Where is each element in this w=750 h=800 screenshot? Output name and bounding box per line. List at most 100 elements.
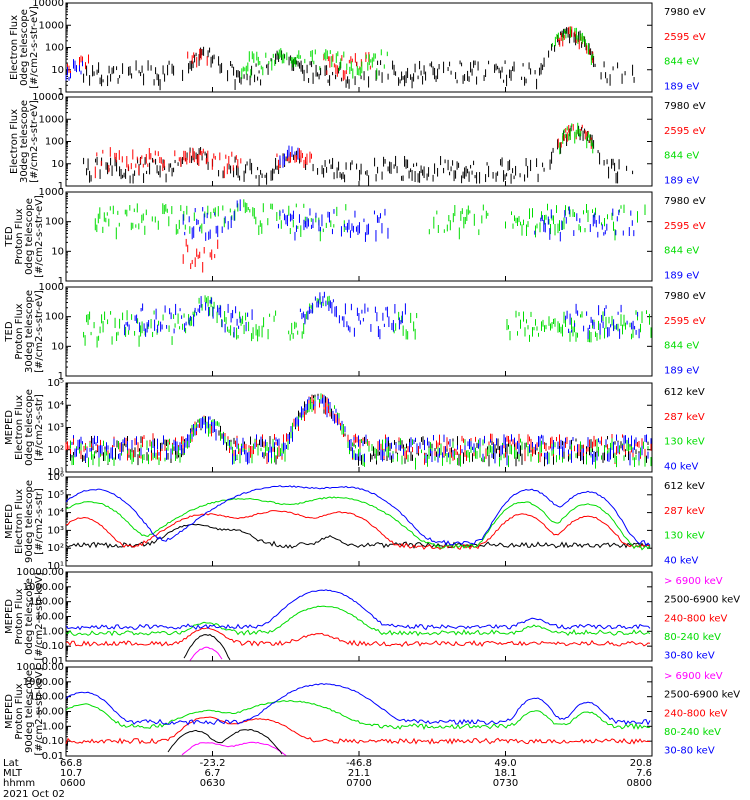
panel-frame [65, 476, 653, 567]
legend-entry: 2500-6900 keV [664, 595, 740, 606]
series-3 [65, 485, 651, 547]
x-tick-mlt: 7.6 [636, 768, 652, 779]
y-axis-title-line: 0deg telescope [19, 9, 30, 86]
legend-entry: 7980 eV [664, 7, 706, 18]
y-tick-label: 100 [45, 137, 64, 148]
y-tick-label: 1000 [39, 114, 64, 125]
panel-4: 1 10 100 1000 TED Proton Flux 30deg telescope[… [4, 282, 706, 382]
y-axis-title-line: 90deg telescope [24, 480, 35, 563]
series-2 [559, 122, 594, 155]
x-row-label-lat: Lat [3, 758, 19, 769]
series-1 [167, 728, 283, 755]
y-axis-title-line: MEPED [4, 410, 15, 445]
y-axis-title-line: Electron Flux [14, 395, 25, 460]
series-3 [65, 59, 83, 81]
y-axis-title-line: Proton Flux [14, 208, 25, 264]
legend-entry: 612 keV [664, 387, 705, 398]
x-date-label: 2021 Oct 02 [3, 789, 65, 800]
x-row-label-time: hhmm [3, 778, 35, 789]
y-tick-label: 10.00 [35, 612, 64, 623]
x-tick-mlt: 10.7 [60, 768, 82, 779]
legend-entry: 189 eV [664, 366, 699, 377]
y-tick-label: 10 [51, 159, 64, 170]
y-tick-label: 0.10 [42, 736, 64, 747]
x-tick-lat: 20.8 [630, 758, 652, 769]
series-2 [65, 716, 650, 745]
series-3 [65, 699, 651, 730]
series-4 [65, 589, 651, 631]
y-axis-title-line: [#/cm2-s-str] [34, 394, 45, 461]
x-tick-time: 0700 [346, 778, 371, 789]
y-tick-label: 1 [58, 371, 64, 382]
legend-entry: 7980 eV [664, 196, 706, 207]
y-axis-title-line: 30deg telescope [24, 290, 35, 373]
series-2 [241, 26, 594, 80]
legend-entry: 287 keV [664, 412, 705, 423]
x-tick-mlt: 6.7 [205, 768, 221, 779]
legend-entry: 30-80 keV [664, 746, 715, 757]
y-axis-title-line: Electron Flux [9, 109, 20, 174]
legend-entry: > 6900 keV [664, 576, 723, 587]
y-tick-label: 10³ [47, 525, 64, 536]
legend-entry: 189 eV [664, 176, 699, 187]
panel-5: 10¹ 10² 10³ 10⁴ 10⁵ MEPED Electron Flux 0deg te… [4, 378, 705, 478]
y-axis-title-line: Proton Flux [14, 683, 25, 739]
x-tick-mlt: 21.1 [348, 768, 370, 779]
series-0 [65, 523, 651, 549]
y-tick-label: 10000.00 [16, 662, 64, 673]
y-tick-label: 100.00 [29, 597, 64, 608]
legend-entry: 2500-6900 keV [664, 690, 740, 701]
series-2 [70, 393, 652, 470]
y-axis-title-line: TED [4, 321, 15, 342]
series-2 [83, 295, 652, 348]
x-tick-time: 0630 [200, 778, 225, 789]
y-axis-title-line: 90deg telescope [24, 670, 35, 753]
y-tick-label: 10³ [47, 423, 64, 434]
series-2 [65, 626, 651, 648]
legend-entry: 240-800 keV [664, 708, 728, 719]
y-axis-title-line: [#/cm2-s-str-eV] [34, 290, 45, 373]
y-tick-label: 0.01 [42, 751, 64, 762]
y-axis-title-line: [#/cm2-s-str-keV] [34, 667, 45, 755]
series-line [65, 485, 651, 547]
x-tick-time: 0730 [493, 778, 518, 789]
y-tick-label: 1000.00 [23, 582, 64, 593]
panel-frame [65, 286, 653, 377]
legend-entry: 2595 eV [664, 126, 706, 137]
legend-entry: 844 eV [664, 341, 699, 352]
series-line [65, 496, 651, 551]
y-tick-label: 1000.00 [23, 677, 64, 688]
y-tick-label: 1000 [39, 20, 64, 31]
y-tick-label: 10.00 [35, 707, 64, 718]
legend-entry: 40 keV [664, 556, 698, 567]
legend-entry: 2595 eV [664, 316, 706, 327]
legend-entry: 612 keV [664, 481, 705, 492]
y-tick-label: 10² [47, 445, 64, 456]
y-tick-label: 1.00 [42, 626, 64, 637]
y-axis-title-line: 30deg telescope [19, 100, 30, 183]
y-tick-label: 1 [58, 276, 64, 287]
series-1 [94, 124, 592, 179]
y-tick-label: 1000 [39, 282, 64, 293]
panel-3: 1 10 100 1000 TED Proton Flux 0deg telescope [#… [4, 187, 706, 287]
series-line [65, 605, 651, 637]
panel-1: 1 10 100 1000 10000 Electron Flux 0deg telesco… [9, 0, 706, 98]
y-tick-label: 10¹ [47, 467, 64, 478]
y-tick-label: 10000.00 [16, 567, 64, 578]
panel-frame [65, 571, 653, 662]
y-axis-title-line: MEPED [4, 504, 15, 539]
panel-frame [65, 2, 653, 93]
y-axis-title-line: 0deg telescope [24, 198, 35, 275]
y-tick-label: 10⁴ [47, 400, 64, 411]
legend-entry: 287 keV [664, 506, 705, 517]
legend-entry: 40 keV [664, 462, 698, 473]
series-2 [65, 496, 651, 551]
series-line [65, 626, 651, 648]
series-line [65, 510, 651, 550]
x-tick-time: 0800 [627, 778, 652, 789]
series-0 [83, 125, 634, 186]
series-line [65, 683, 651, 726]
y-axis-title-line: [#/cm2-s-str-keV] [34, 572, 45, 660]
